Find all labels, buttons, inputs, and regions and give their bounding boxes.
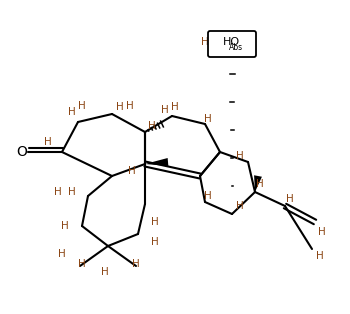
Text: HO: HO xyxy=(223,37,239,47)
Text: H: H xyxy=(58,249,66,259)
Text: H: H xyxy=(68,187,76,197)
Text: H: H xyxy=(61,221,69,231)
Text: H: H xyxy=(78,259,86,269)
Text: H: H xyxy=(116,102,124,112)
Text: H: H xyxy=(316,251,324,261)
Text: H: H xyxy=(171,102,179,112)
Text: H: H xyxy=(68,107,76,117)
Text: H: H xyxy=(161,105,169,115)
Text: H: H xyxy=(78,101,86,111)
Text: H: H xyxy=(44,137,52,147)
Text: H: H xyxy=(201,37,209,47)
Text: Abs: Abs xyxy=(229,44,243,52)
Text: H: H xyxy=(204,114,212,124)
FancyBboxPatch shape xyxy=(208,31,256,57)
Text: H: H xyxy=(151,237,159,247)
Text: H: H xyxy=(236,201,244,211)
Text: H: H xyxy=(101,267,109,277)
Polygon shape xyxy=(254,175,262,192)
Text: H: H xyxy=(151,217,159,227)
Text: H: H xyxy=(256,179,264,189)
Text: H: H xyxy=(128,166,136,176)
Text: H: H xyxy=(236,151,244,161)
Text: H: H xyxy=(132,259,140,269)
Text: O: O xyxy=(16,145,27,159)
Text: H: H xyxy=(148,121,156,131)
Text: H: H xyxy=(126,101,134,111)
Text: H: H xyxy=(54,187,62,197)
Text: H: H xyxy=(204,191,212,201)
Text: H: H xyxy=(286,194,294,204)
Polygon shape xyxy=(145,158,168,166)
Text: H: H xyxy=(318,227,326,237)
